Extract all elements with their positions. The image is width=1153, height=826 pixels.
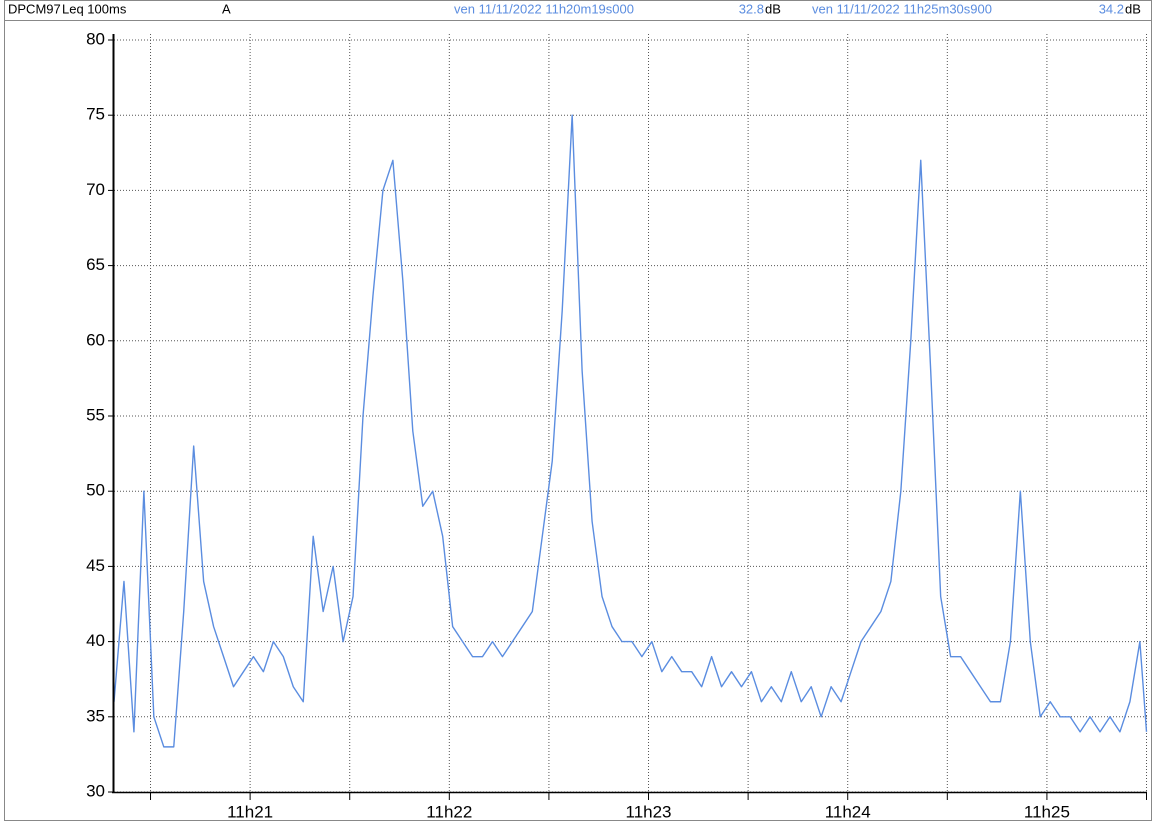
weighting: A bbox=[222, 1, 231, 16]
cursor-time: ven 11/11/2022 11h25m30s900 bbox=[812, 1, 992, 16]
cursor-unit: dB bbox=[1125, 1, 1141, 16]
y-tick-label: 30 bbox=[86, 781, 105, 800]
y-tick-label: 70 bbox=[86, 180, 105, 199]
y-tick-label: 55 bbox=[86, 405, 105, 424]
frame bbox=[4, 0, 1152, 821]
cursor-unit: dB bbox=[765, 1, 781, 16]
y-tick-label: 75 bbox=[86, 105, 105, 124]
instrument: DPCM97 bbox=[8, 1, 61, 16]
cursor-time: ven 11/11/2022 11h20m19s000 bbox=[454, 1, 634, 16]
y-tick-label: 65 bbox=[86, 255, 105, 274]
x-tick-label: 11h25 bbox=[1024, 802, 1070, 821]
cursor-value: 32.8 bbox=[739, 1, 764, 16]
measure: Leq 100ms bbox=[62, 1, 127, 16]
y-tick-label: 60 bbox=[86, 330, 105, 349]
x-tick-label: 11h21 bbox=[227, 802, 273, 821]
y-tick-label: 80 bbox=[86, 29, 105, 48]
series-line bbox=[113, 114, 1148, 748]
x-tick-label: 11h22 bbox=[426, 802, 472, 821]
cursor-value: 34.2 bbox=[1099, 1, 1124, 16]
y-tick-label: 50 bbox=[86, 481, 105, 500]
y-tick-label: 40 bbox=[86, 631, 105, 650]
y-tick-label: 35 bbox=[86, 706, 105, 725]
x-tick-label: 11h24 bbox=[825, 802, 871, 821]
y-tick-label: 45 bbox=[86, 556, 105, 575]
x-tick-label: 11h23 bbox=[626, 802, 672, 821]
